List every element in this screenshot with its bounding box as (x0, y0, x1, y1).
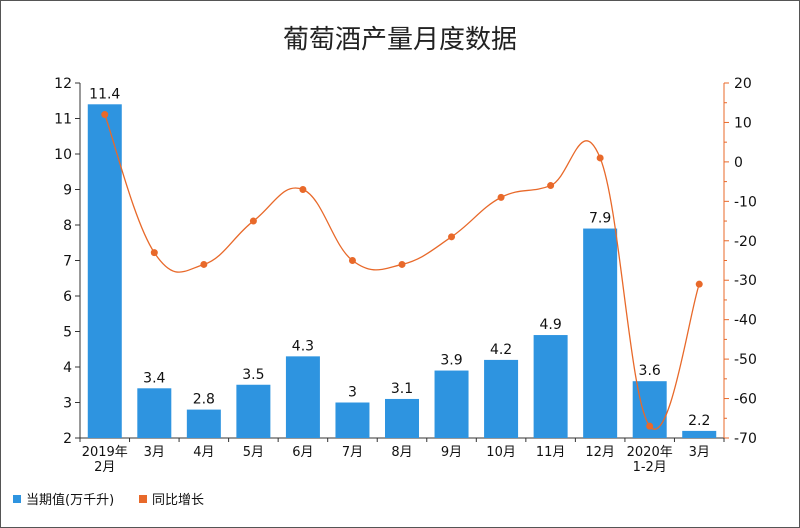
left-tick-label: 9 (63, 183, 72, 199)
left-tick-label: 8 (63, 218, 72, 234)
left-tick-label: 7 (63, 254, 72, 270)
left-tick-label: 6 (63, 289, 72, 305)
growth-point (646, 422, 654, 430)
right-tick-label: 0 (734, 155, 743, 171)
x-tick-label: 6月 (292, 445, 313, 460)
bar (87, 104, 122, 439)
right-tick-label: -10 (734, 194, 757, 210)
bar-value-label: 3.4 (143, 370, 165, 386)
x-tick-label: 7月 (342, 445, 363, 460)
bar-value-label: 7.9 (589, 211, 611, 227)
right-tick-label: 20 (734, 76, 752, 92)
bar (484, 359, 519, 438)
bar-value-label: 4.9 (539, 317, 561, 333)
x-tick-label: 3月 (144, 445, 165, 460)
x-tick-label: 12月 (585, 445, 615, 460)
growth-point (101, 111, 109, 119)
growth-point (299, 186, 307, 193)
growth-point (695, 280, 703, 288)
x-tick-label: 8月 (391, 445, 412, 460)
bar-value-label: 11.4 (89, 86, 120, 102)
growth-point (497, 193, 505, 201)
bar-value-label: 3.9 (440, 353, 462, 369)
growth-point (398, 260, 406, 268)
bar-value-label: 3.5 (242, 367, 264, 383)
x-tick-label: 5月 (243, 445, 264, 460)
x-tick-label: 10月 (486, 445, 516, 460)
right-tick-label: 10 (734, 115, 752, 131)
left-tick-label: 3 (63, 396, 72, 412)
left-tick-label: 11 (54, 112, 72, 128)
bar (583, 228, 618, 438)
right-tick-label: -50 (734, 352, 757, 368)
bar (682, 430, 717, 438)
bar-value-label: 2.8 (193, 392, 215, 408)
bar (186, 409, 221, 438)
growth-point (249, 217, 257, 225)
chart-title: 葡萄酒产量月度数据 (282, 25, 517, 55)
bar-value-label: 2.2 (688, 413, 710, 429)
x-tick-label: 2019年 (82, 445, 128, 460)
x-tick-label: 1-2月 (633, 460, 667, 475)
x-tick-label: 11月 (536, 445, 566, 460)
right-tick-label: -20 (734, 234, 757, 250)
growth-point (448, 233, 456, 241)
right-tick-label: -70 (734, 431, 757, 447)
bar-value-label: 4.3 (292, 338, 314, 354)
left-tick-label: 5 (63, 325, 72, 341)
bar (434, 370, 469, 438)
bar-value-label: 4.2 (490, 342, 512, 358)
left-tick-label: 2 (63, 431, 72, 447)
bar (533, 335, 568, 438)
bar (285, 356, 320, 438)
legend-swatch-line (139, 495, 147, 503)
x-tick-label: 2月 (94, 460, 115, 475)
legend-label-line: 同比增长 (152, 493, 204, 508)
right-tick-label: -30 (734, 273, 757, 289)
x-tick-label: 4月 (193, 445, 214, 460)
growth-point (150, 249, 158, 257)
bar (236, 384, 271, 438)
left-tick-label: 12 (54, 76, 72, 92)
growth-point (348, 257, 356, 264)
bar-value-label: 3.1 (391, 381, 413, 397)
growth-point (547, 182, 555, 190)
bar-value-label: 3 (348, 385, 357, 401)
legend-swatch-bars (13, 495, 21, 503)
left-tick-label: 4 (63, 360, 72, 376)
right-tick-label: -40 (734, 313, 757, 329)
right-tick-label: -60 (734, 392, 757, 408)
growth-point (596, 154, 604, 162)
x-tick-label: 3月 (689, 445, 710, 460)
x-tick-label: 2020年 (627, 445, 673, 460)
bar (335, 402, 370, 438)
left-tick-label: 10 (54, 147, 72, 163)
x-tick-label: 9月 (441, 445, 462, 460)
bar-value-label: 3.6 (639, 363, 661, 379)
bar (137, 388, 172, 438)
bar (385, 398, 419, 438)
legend-label-bars: 当期值(万千升) (26, 492, 114, 508)
growth-point (200, 260, 208, 268)
